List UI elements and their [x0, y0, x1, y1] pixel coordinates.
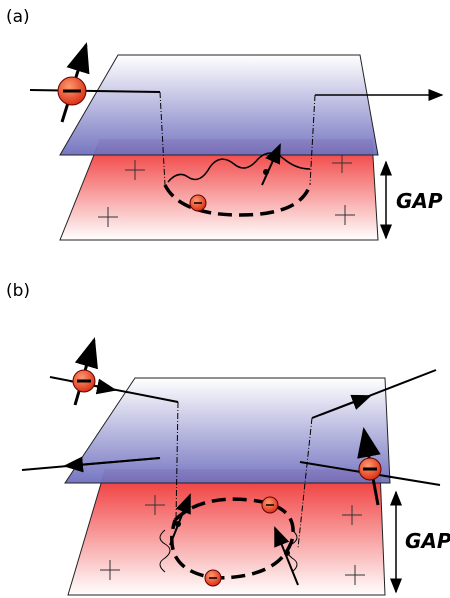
vertex [263, 169, 269, 175]
gap-label: GAP [405, 529, 450, 553]
vertex [175, 521, 181, 527]
superconductor-plane [67, 469, 386, 596]
normal-plane [59, 54, 379, 156]
lead [175, 401, 179, 521]
panel-a: (a) GAP [6, 7, 444, 241]
panel-b: (b) GAP [6, 281, 450, 596]
incoming-path [29, 89, 161, 93]
panel-label: (a) [6, 7, 30, 27]
gap-label: GAP [396, 189, 443, 213]
direction [319, 394, 372, 416]
pair-orbit [170, 497, 295, 580]
lead [159, 91, 166, 186]
direction [63, 456, 161, 473]
virtual-path [159, 529, 171, 573]
panel-label: (b) [6, 281, 30, 301]
normal-plane [64, 377, 391, 484]
pair-orbit [163, 184, 312, 217]
virtual-path [167, 152, 311, 183]
spin [261, 143, 281, 186]
vertex [284, 550, 290, 556]
spin [169, 493, 191, 546]
lead [309, 94, 316, 186]
spin [274, 526, 299, 586]
